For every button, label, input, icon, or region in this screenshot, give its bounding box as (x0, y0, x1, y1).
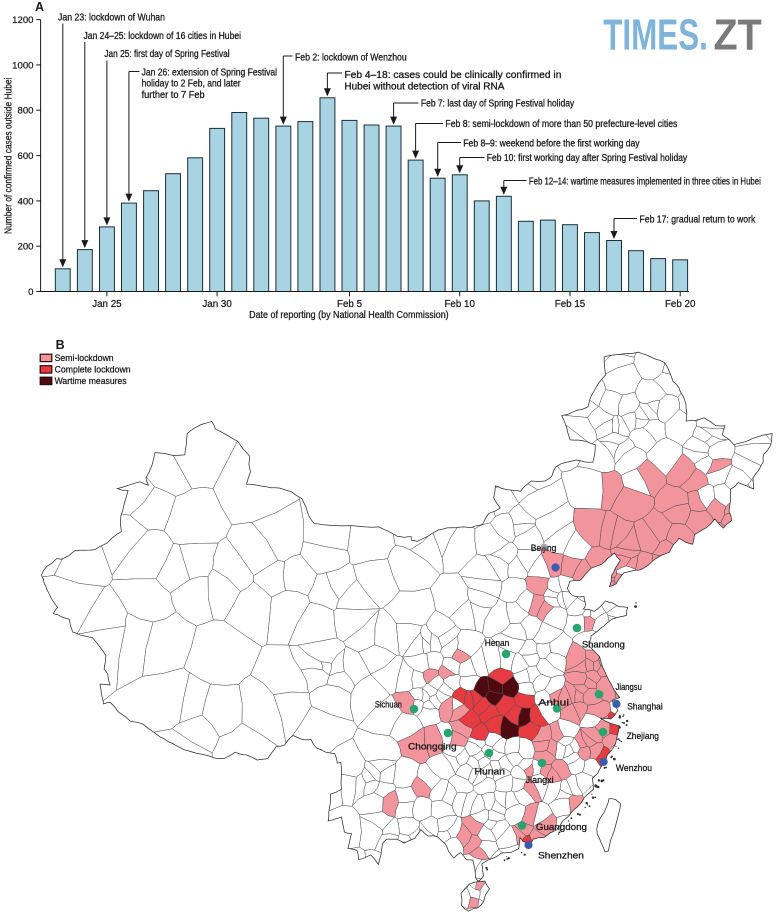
svg-text:Wartime measures: Wartime measures (55, 376, 127, 387)
svg-text:Feb 8: semi-lockdown of more t: Feb 8: semi-lockdown of more than 50 pre… (445, 119, 677, 130)
svg-text:Feb 5: Feb 5 (337, 299, 363, 310)
svg-text:Anhui: Anhui (538, 698, 569, 709)
svg-text:Wenzhou: Wenzhou (616, 763, 652, 774)
svg-text:Jan 24–25: lockdown of 16 citi: Jan 24–25: lockdown of 16 cities in Hube… (84, 31, 242, 42)
svg-text:Feb 10: first working day afte: Feb 10: first working day after Spring F… (487, 153, 687, 164)
svg-text:Feb 2: lockdown of Wenzhou: Feb 2: lockdown of Wenzhou (295, 52, 407, 63)
svg-text:800: 800 (17, 106, 33, 117)
svg-text:Feb 12–14: wartime measures im: Feb 12–14: wartime measures implemented … (529, 177, 761, 188)
svg-text:Feb 17: gradual return to work: Feb 17: gradual return to work (640, 214, 757, 225)
svg-text:A: A (35, 0, 44, 14)
svg-text:Jan 25: first day of Spring Fe: Jan 25: first day of Spring Festival (104, 49, 229, 60)
svg-text:B: B (56, 338, 65, 352)
svg-text:Sichuan: Sichuan (375, 700, 402, 711)
svg-text:Complete lockdown: Complete lockdown (55, 365, 131, 376)
svg-text:600: 600 (17, 151, 33, 162)
svg-text:Jan 26: extension of Spring Fe: Jan 26: extension of Spring Festival (142, 67, 278, 78)
svg-text:Shanghai: Shanghai (627, 701, 663, 712)
svg-text:Jan 30: Jan 30 (202, 299, 232, 310)
svg-text:400: 400 (17, 196, 33, 207)
svg-text:holiday to 2 Feb, and later: holiday to 2 Feb, and later (142, 79, 242, 90)
svg-text:Number of confirmed cases outs: Number of confirmed cases outside Hubei (3, 78, 14, 234)
svg-text:Feb 15: Feb 15 (555, 299, 586, 310)
svg-text:Jiangsu: Jiangsu (616, 682, 642, 693)
svg-text:Shandong: Shandong (582, 640, 625, 651)
svg-text:Beijing: Beijing (531, 543, 557, 554)
svg-text:Guangdong: Guangdong (536, 822, 587, 833)
svg-text:Hubei without detection of vir: Hubei without detection of viral RNA (344, 82, 504, 93)
svg-text:Chongqing: Chongqing (408, 742, 457, 753)
svg-text:Feb 10: Feb 10 (444, 299, 475, 310)
svg-text:Feb 20: Feb 20 (665, 299, 696, 310)
svg-text:Feb 7: last day of Spring Fest: Feb 7: last day of Spring Festival holid… (421, 98, 574, 109)
svg-text:ZT: ZT (714, 11, 762, 60)
svg-text:1000: 1000 (12, 60, 33, 71)
svg-text:0: 0 (28, 287, 33, 298)
svg-text:Date of reporting (by National: Date of reporting (by National Health Co… (249, 310, 449, 321)
svg-text:TIMES.: TIMES. (603, 11, 708, 60)
svg-text:Feb 4–18: cases could be clini: Feb 4–18: cases could be clinically conf… (344, 70, 561, 81)
svg-text:Zhejiang: Zhejiang (627, 731, 659, 742)
svg-text:1200: 1200 (12, 15, 33, 26)
svg-text:further to 7 Feb: further to 7 Feb (142, 90, 205, 101)
svg-text:Semi-lockdown: Semi-lockdown (55, 353, 114, 364)
svg-text:Henan: Henan (485, 638, 510, 649)
svg-text:Jan 23: lockdown of Wuhan: Jan 23: lockdown of Wuhan (58, 12, 165, 23)
svg-text:Jiangxi: Jiangxi (526, 775, 554, 786)
svg-text:Jan 25: Jan 25 (92, 299, 122, 310)
svg-text:200: 200 (17, 242, 33, 253)
svg-text:Feb 8–9: weekend before the fi: Feb 8–9: weekend before the first workin… (463, 139, 639, 150)
svg-text:Shenzhen: Shenzhen (538, 851, 584, 862)
svg-text:Hunan: Hunan (475, 767, 506, 778)
